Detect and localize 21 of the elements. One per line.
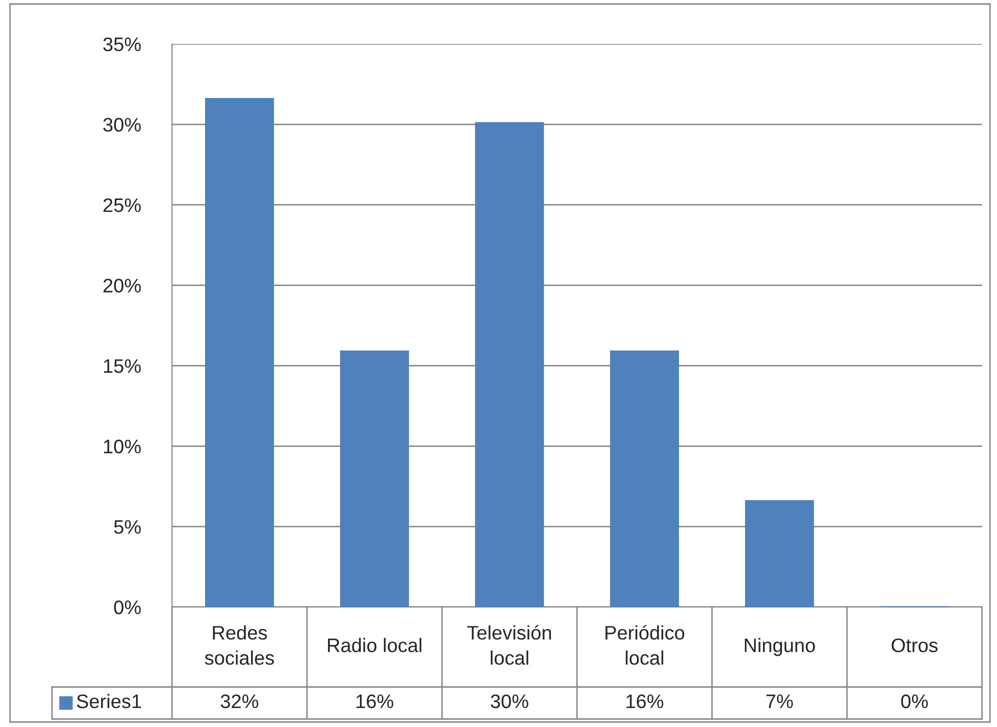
data-label: 16% — [626, 694, 664, 708]
y-tick-label: 15% — [104, 359, 141, 373]
y-tick-label: 35% — [103, 37, 141, 52]
y-tick-label: 5% — [114, 520, 141, 534]
data-label: 0% — [901, 694, 928, 708]
data-label: 30% — [490, 694, 528, 708]
x-tick-label: Radio local — [328, 638, 422, 652]
data-label: 32% — [220, 694, 258, 708]
x-tick-label: Ninguno — [744, 638, 815, 656]
y-tick-label: 25% — [104, 198, 141, 212]
y-tick-label: 30% — [103, 118, 141, 132]
x-tick-label: Televisión local — [467, 625, 551, 665]
y-tick-label: 10% — [104, 440, 141, 454]
x-tick-label: Redes sociales — [204, 625, 274, 665]
x-tick-label: Otros — [892, 638, 938, 652]
legend-label: Series1 — [76, 694, 141, 708]
y-tick-label: 20% — [104, 278, 141, 293]
data-label: 7% — [766, 694, 793, 708]
data-label: 16% — [356, 694, 394, 708]
x-tick-label: Periódico local — [606, 625, 684, 665]
y-tick-label: 0% — [114, 600, 141, 614]
